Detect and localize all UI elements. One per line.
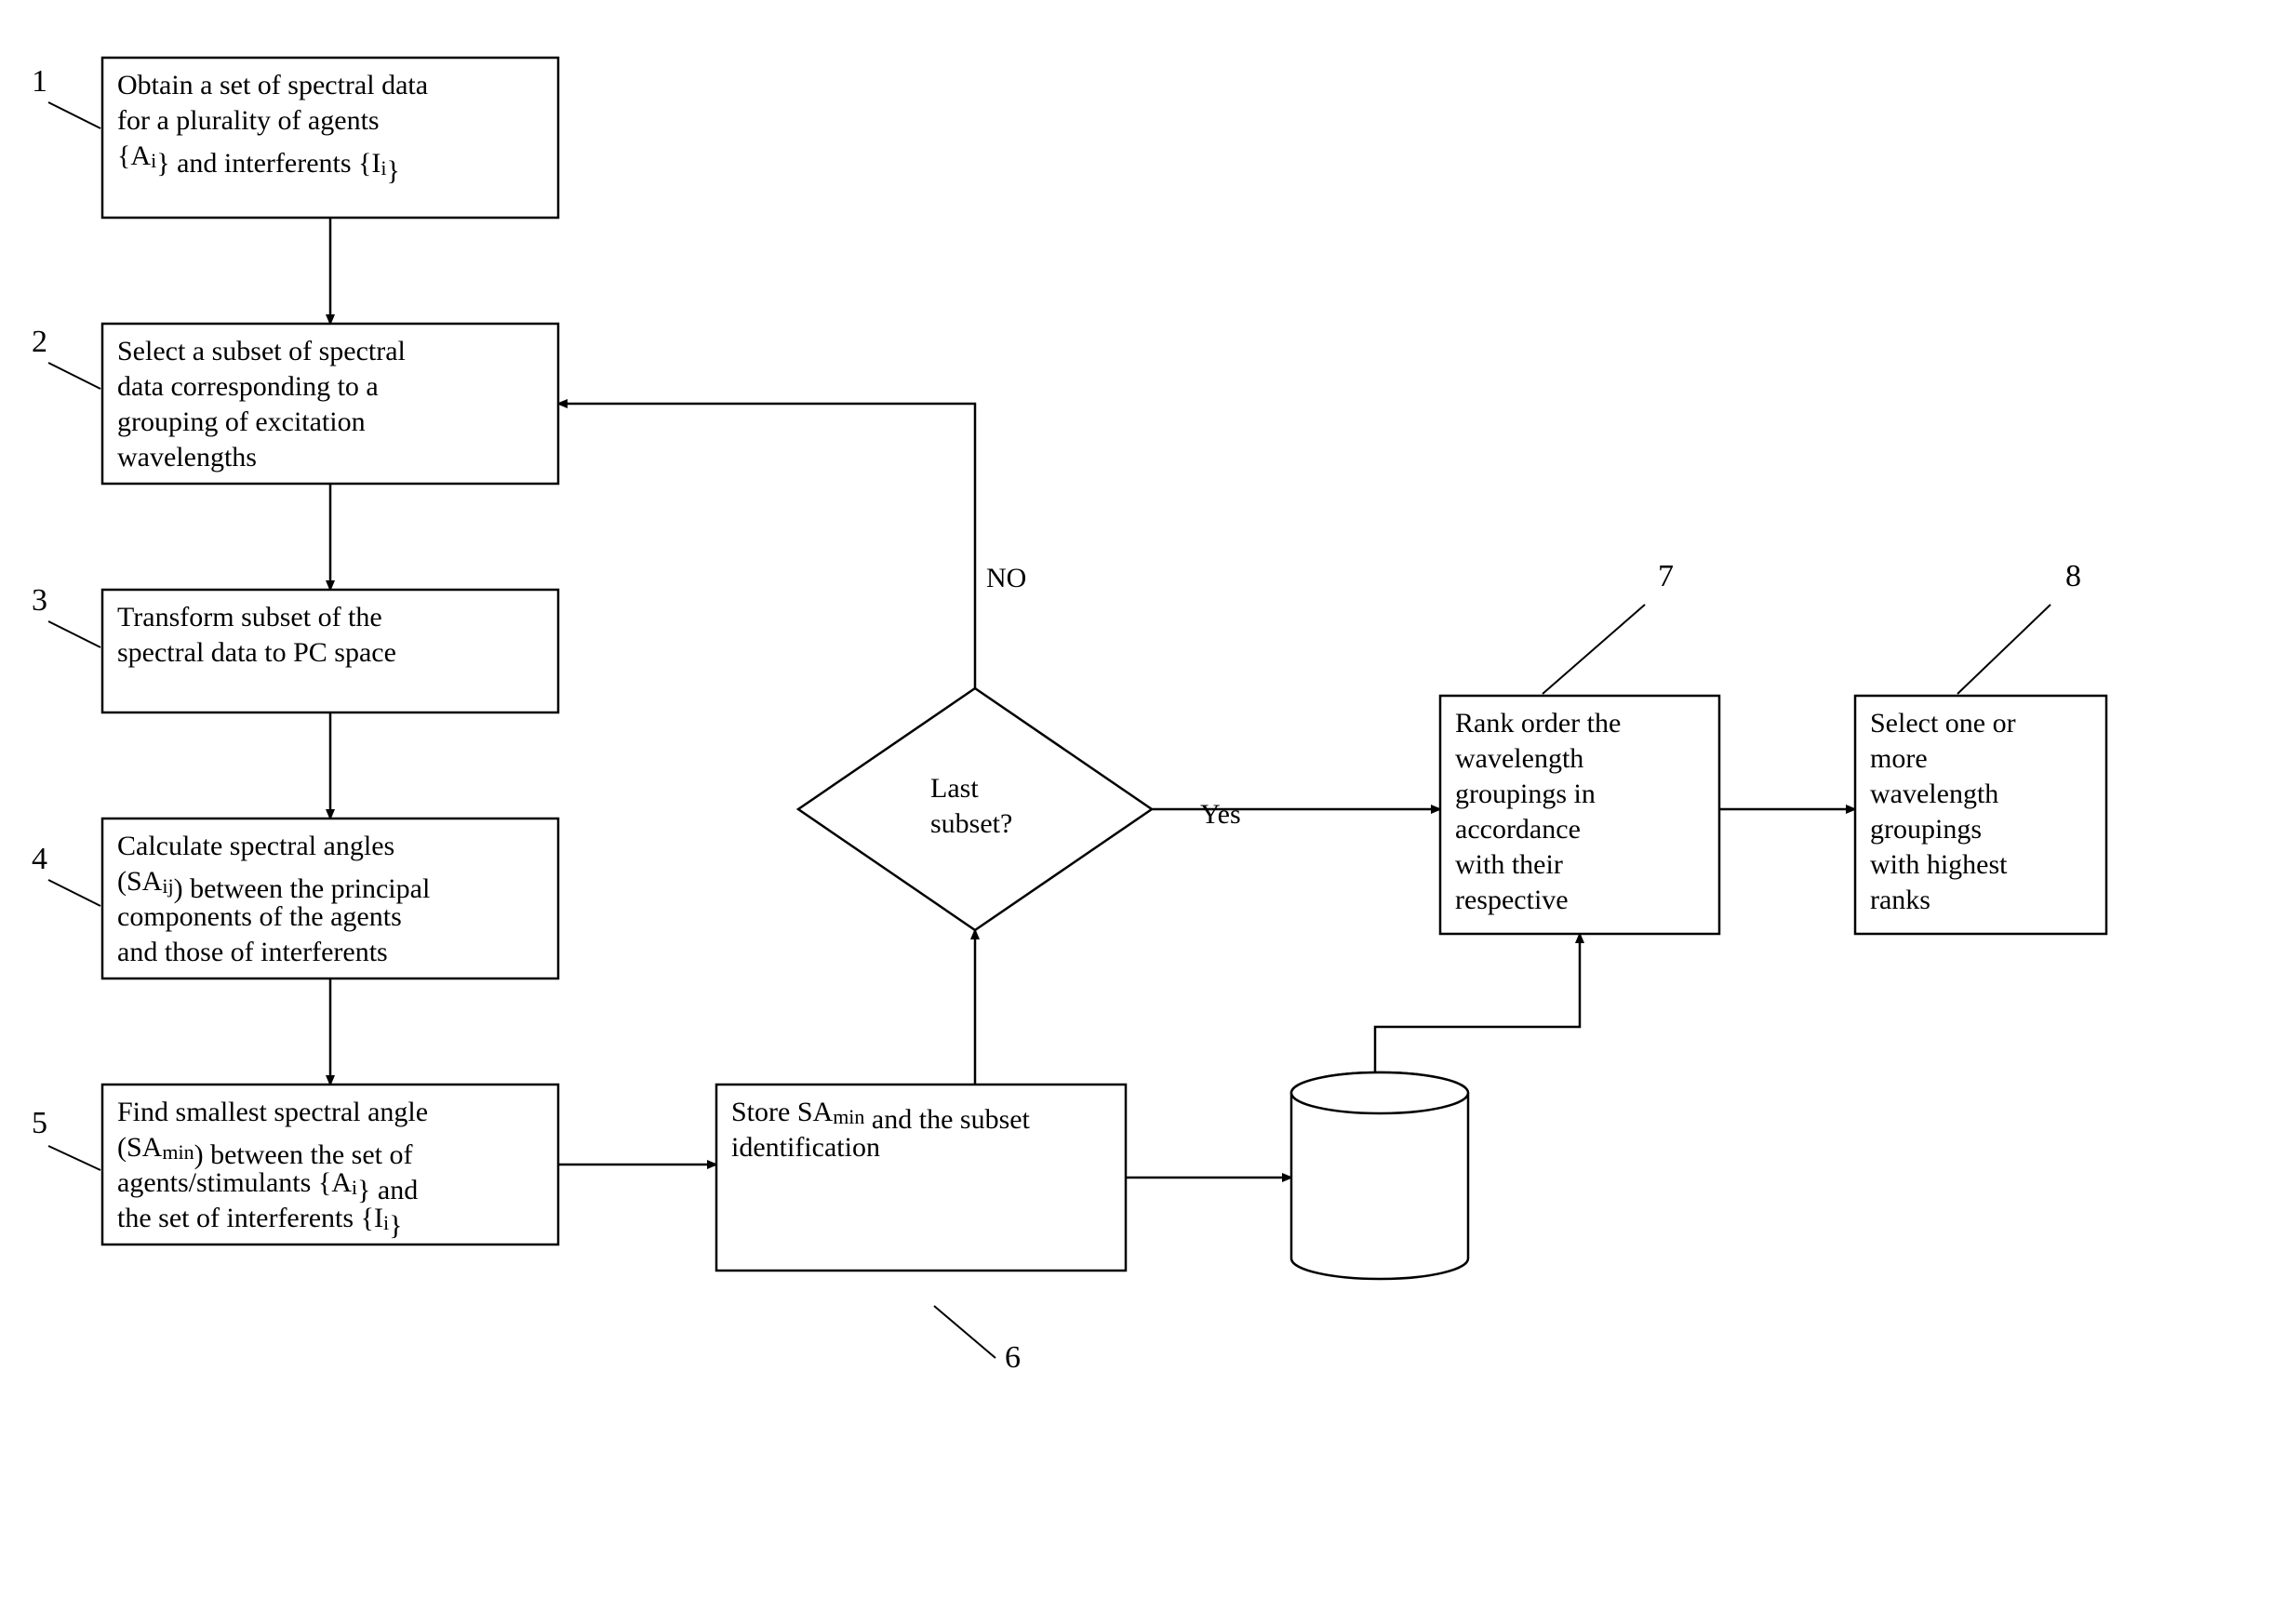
node-n2-line: data corresponding to a <box>117 371 379 402</box>
callout-leader-3 <box>48 621 100 647</box>
callout-7: 7 <box>1658 559 1674 593</box>
node-n7-line: groupings in <box>1455 779 1596 809</box>
node-nd-line: subset? <box>930 808 1012 839</box>
callout-leader-8 <box>1957 605 2051 694</box>
node-n2-line: wavelengths <box>117 442 257 473</box>
callout-8: 8 <box>2065 559 2081 593</box>
callout-2: 2 <box>32 325 47 359</box>
node-nd-line: Last <box>930 773 979 804</box>
node-n8-line: ranks <box>1870 885 1930 915</box>
callout-leader-6 <box>934 1306 995 1358</box>
node-n8-line: more <box>1870 743 1928 774</box>
callout-leader-2 <box>48 363 100 389</box>
node-n1-line: for a plurality of agents <box>117 105 380 136</box>
node-n7-line: accordance <box>1455 814 1581 845</box>
node-n4-line: components of the agents <box>117 901 402 932</box>
callout-3: 3 <box>32 583 47 618</box>
callout-6: 6 <box>1005 1340 1021 1375</box>
node-n6-line: identification <box>731 1132 880 1163</box>
node-n4-line: Calculate spectral angles <box>117 831 394 861</box>
node-n5-line: Find smallest spectral angle <box>117 1097 428 1127</box>
node-n7-line: Rank order the <box>1455 708 1621 739</box>
edge-db-n7 <box>1375 934 1580 1093</box>
edge-nd-n2 <box>558 404 975 688</box>
callout-5: 5 <box>32 1106 47 1140</box>
callout-leader-7 <box>1543 605 1645 694</box>
node-n8-line: Select one or <box>1870 708 2016 739</box>
callout-4: 4 <box>32 842 47 876</box>
node-n7-line: wavelength <box>1455 743 1583 774</box>
node-n7-line: respective <box>1455 885 1569 915</box>
callout-leader-1 <box>48 102 100 128</box>
node-n4-line: and those of interferents <box>117 937 388 967</box>
node-n8-line: groupings <box>1870 814 1982 845</box>
callout-leader-4 <box>48 880 100 906</box>
node-n3-line: Transform subset of the <box>117 602 382 632</box>
node-n8-line: with highest <box>1870 849 2008 880</box>
node-n8-line: wavelength <box>1870 779 1998 809</box>
node-n3-line: spectral data to PC space <box>117 637 396 668</box>
node-n2-line: Select a subset of spectral <box>117 336 406 366</box>
edge-label-nd-n7: Yes <box>1200 799 1241 830</box>
node-n2-line: grouping of excitation <box>117 406 366 437</box>
node-n1-line: Obtain a set of spectral data <box>117 70 428 100</box>
node-db-top <box>1291 1072 1468 1113</box>
callout-leader-5 <box>48 1146 100 1170</box>
node-n7-line: with their <box>1455 849 1563 880</box>
edge-label-nd-n2: NO <box>986 563 1026 593</box>
callout-1: 1 <box>32 64 47 99</box>
